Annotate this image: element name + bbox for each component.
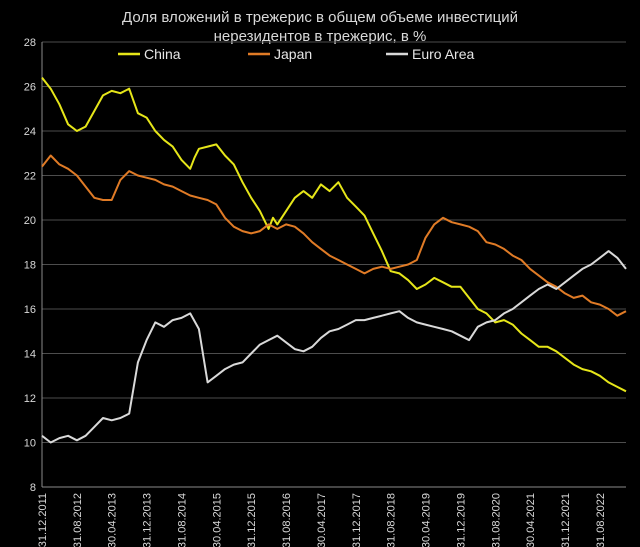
y-tick-label: 20 [24,215,36,227]
series-line-euro-area [41,250,627,444]
x-tick-label: 30.04.2021 [525,493,537,547]
legend-label-china: China [144,46,181,62]
legend: China Japan Euro Area [118,46,474,62]
x-tick-label: 30.04.2013 [107,493,119,547]
gridlines [41,41,626,488]
series-line-japan [41,154,627,317]
x-tick-label: 31.08.2022 [595,493,607,547]
x-tick-label: 31.08.2012 [72,493,84,547]
legend-label-japan: Japan [274,46,312,62]
y-tick-label: 18 [24,260,36,272]
series-lines [41,76,627,444]
y-tick-label: 26 [24,82,36,94]
x-axis-ticks: 31.12.2011 31.08.2012 30.04.2013 31.12.2013… [37,493,607,547]
legend-label-euro-area: Euro Area [412,46,474,62]
x-tick-label: 31.12.2011 [37,493,49,547]
chart-title-line-1: Доля вложений в трежерис в общем объеме … [122,9,518,26]
y-tick-label: 14 [24,349,36,361]
y-tick-label: 24 [24,126,36,138]
x-tick-label: 31.12.2017 [351,493,363,547]
series-line-china [41,76,627,393]
y-tick-label: 16 [24,304,36,316]
x-tick-label: 31.08.2014 [176,493,188,547]
x-tick-label: 30.04.2017 [316,493,328,547]
x-tick-label: 30.04.2015 [211,493,223,547]
chart-title-line-2: нерезидентов в трежерис, в % [214,28,427,45]
y-tick-label: 10 [24,438,36,450]
y-axis-ticks: 8 10 12 14 16 18 20 22 24 26 28 [24,37,36,494]
y-tick-label: 8 [30,482,36,494]
y-tick-label: 22 [24,171,36,183]
x-tick-label: 31.12.2021 [560,493,572,547]
x-tick-label: 31.12.2019 [455,493,467,547]
y-tick-label: 28 [24,37,36,49]
x-tick-label: 31.12.2013 [142,493,154,547]
x-tick-label: 30.04.2019 [421,493,433,547]
x-tick-label: 31.12.2015 [246,493,258,547]
x-tick-label: 31.08.2020 [490,493,502,547]
x-tick-label: 31.08.2016 [281,493,293,547]
x-tick-label: 31.08.2018 [386,493,398,547]
y-tick-label: 12 [24,393,36,405]
